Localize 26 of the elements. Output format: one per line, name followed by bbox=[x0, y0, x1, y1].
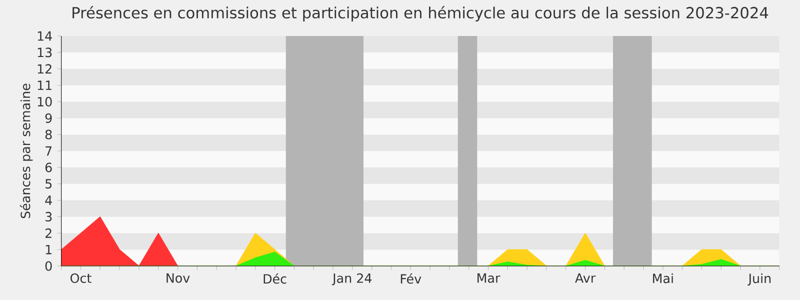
y-tick-label: 7 bbox=[46, 146, 52, 156]
y-tick-label: 3 bbox=[46, 212, 52, 222]
y-tick-label: 9 bbox=[45, 113, 52, 123]
y-tick-label: 5 bbox=[46, 179, 52, 189]
y-tick-label: 1 bbox=[46, 244, 52, 254]
y-tick-label: 12 bbox=[38, 64, 52, 74]
y-tick-label: 14 bbox=[38, 31, 52, 41]
y-tick-label: 0 bbox=[45, 261, 52, 271]
x-tick-label: Nov bbox=[166, 273, 190, 283]
y-tick-label: 6 bbox=[45, 162, 52, 172]
x-tick-label: Avr bbox=[575, 273, 596, 283]
x-tick-label: Juin bbox=[748, 273, 771, 286]
y-tick-label: 11 bbox=[38, 80, 52, 90]
x-tick-label: Mar bbox=[478, 273, 500, 283]
y-tick-label: 13 bbox=[38, 48, 52, 58]
chart-title: Présences en commissions et participation en hémicycle au cours de la session 2023-2024 bbox=[72, 6, 768, 22]
x-tick-label: Déc bbox=[264, 273, 286, 284]
y-axis-title: Séances par semaine bbox=[20, 84, 33, 218]
y-tick-label: 2 bbox=[45, 228, 52, 238]
y-tick-label: 4 bbox=[45, 196, 52, 205]
y-tick-label: 8 bbox=[45, 130, 52, 140]
x-tick-label: Oct bbox=[70, 273, 92, 283]
x-tick-label: Mai bbox=[653, 273, 673, 284]
y-tick-label: 10 bbox=[38, 96, 52, 107]
x-tick-label: Fév bbox=[400, 273, 422, 284]
x-tick-label: Jan 24 bbox=[332, 273, 372, 286]
